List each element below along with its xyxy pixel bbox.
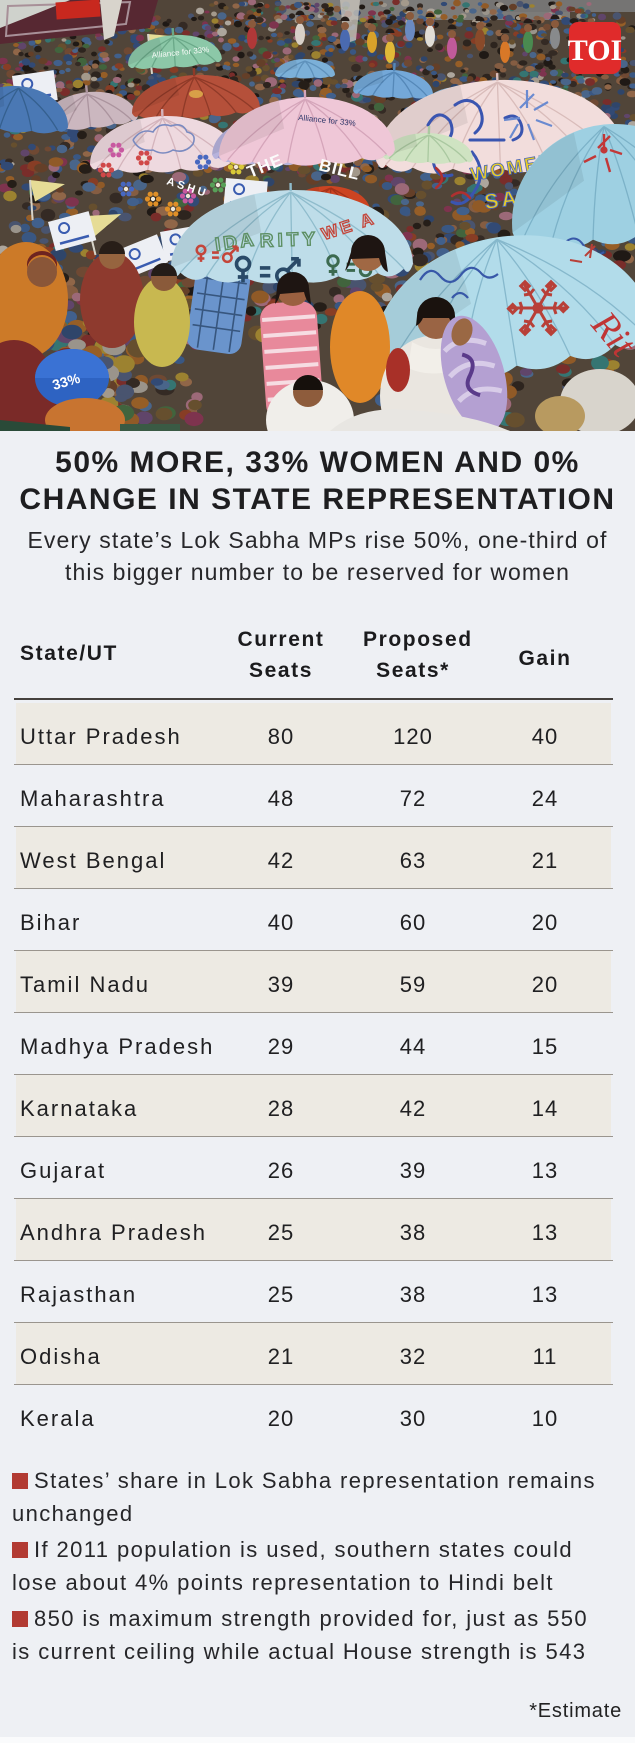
svg-text:TOI: TOI	[568, 34, 622, 67]
svg-text:RITY: RITY	[259, 229, 319, 252]
